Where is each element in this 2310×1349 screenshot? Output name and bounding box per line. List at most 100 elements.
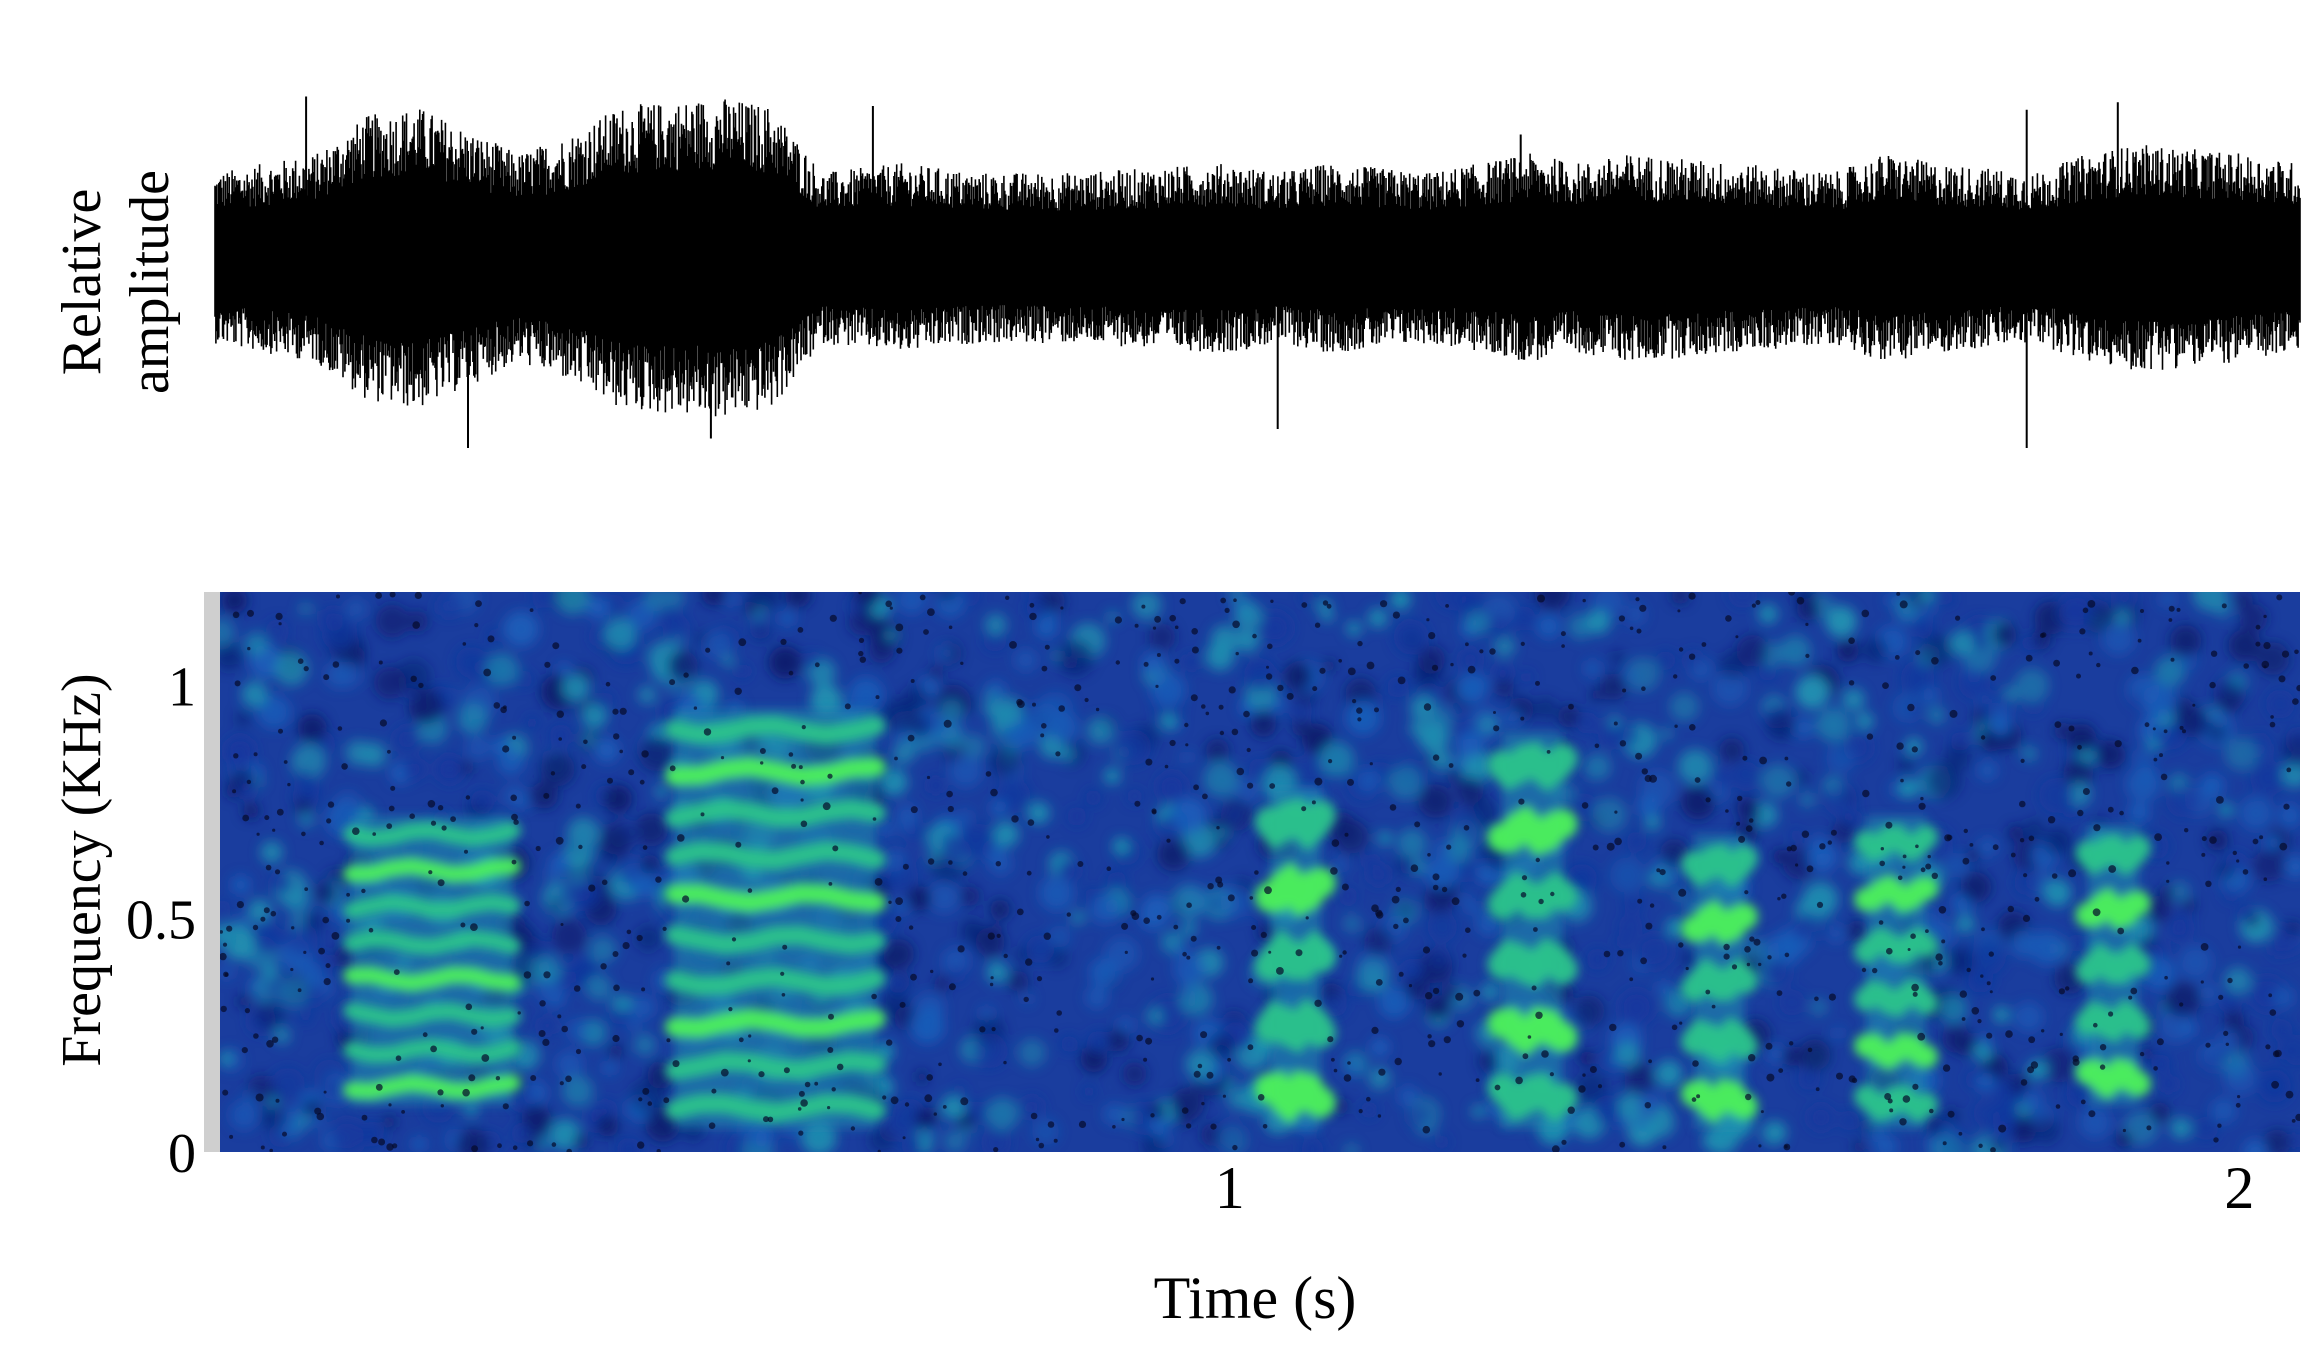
spectrogram-noise-blob	[1705, 1122, 1739, 1152]
spectrogram-speckle	[1432, 987, 1440, 995]
spectrogram-noise-blob	[1929, 1133, 1966, 1152]
spectrogram-speckle	[1218, 704, 1224, 710]
spectrogram-noise-blob	[573, 1133, 589, 1149]
spectrogram-noise-blob	[411, 1136, 427, 1152]
spectrogram-noise-blob	[1427, 947, 1451, 971]
spectrogram-harmonic	[1680, 957, 1758, 1002]
spectrogram-speckle	[1179, 598, 1186, 605]
spectrogram-speckle	[2179, 725, 2184, 730]
spectrogram-noise-blob	[701, 592, 726, 606]
spectrogram-speckle	[260, 916, 266, 922]
spectrogram-speckle	[2099, 1064, 2106, 1070]
spectrogram-speckle	[1369, 762, 1373, 766]
spectrogram-speckle	[683, 672, 689, 678]
spectrogram-speckle	[493, 702, 501, 709]
spectrogram-speckle	[1227, 894, 1235, 902]
spectrogram-noise-blob	[1634, 1117, 1649, 1131]
spectrogram-noise-blob	[2243, 1139, 2267, 1152]
spectrogram-speckle	[450, 816, 456, 822]
spectrogram-speckle	[1978, 1143, 1983, 1149]
spectrogram-speckle	[222, 942, 228, 947]
spectrogram-speckle	[1788, 592, 1796, 596]
spectrogram-speckle	[1980, 974, 1984, 978]
spectrogram-speckle	[1056, 1010, 1062, 1016]
spectrogram-noise-blob	[1941, 1024, 1971, 1053]
spectrogram-speckle	[441, 825, 447, 831]
spectrogram-speckle	[1911, 746, 1918, 753]
spectrogram-speckle	[1582, 598, 1586, 603]
spectrogram-speckle	[2117, 927, 2125, 935]
spectrogram-noise-blob	[1622, 668, 1638, 684]
spectrogram-speckle	[464, 849, 468, 854]
spectrogram-speckle	[619, 707, 627, 715]
spectrogram-speckle	[1276, 967, 1284, 975]
spectrogram-speckle	[1235, 651, 1239, 656]
spectrogram-speckle	[1246, 747, 1251, 753]
spectrogram-noise-blob	[848, 677, 884, 713]
spectrogram-speckle	[437, 805, 444, 811]
spectrogram-noise-blob	[1106, 1029, 1130, 1053]
spectrogram-noise-blob	[265, 619, 290, 643]
spectrogram-speckle	[393, 969, 400, 975]
waveform-trace	[214, 96, 2301, 448]
spectrogram-noise-blob	[254, 1000, 286, 1031]
spectrogram-speckle	[738, 1037, 744, 1043]
spectrogram-noise-blob	[1338, 886, 1358, 906]
spectrogram-noise-blob	[910, 1009, 945, 1044]
spectrogram-left-strip	[204, 592, 220, 1152]
spectrogram-noise-blob	[1409, 720, 1426, 737]
spectrogram-speckle	[1222, 1094, 1226, 1098]
spectrogram-speckle	[1617, 950, 1624, 957]
spectrogram-noise-blob	[299, 602, 313, 616]
spectrogram-noise-blob	[2014, 870, 2040, 895]
spectrogram-speckle	[1776, 990, 1783, 996]
spectrogram-speckle	[470, 923, 478, 931]
spectrogram-speckle	[832, 845, 839, 852]
spectrogram-speckle	[1143, 661, 1149, 667]
spectrogram-speckle	[1228, 686, 1236, 694]
spectrogram-noise-blob	[596, 692, 614, 710]
spectrogram-noise-blob	[2207, 722, 2227, 742]
spectrogram-speckle	[882, 1095, 887, 1100]
spectrogram-noise-blob	[2165, 783, 2201, 818]
spectrogram-speckle	[1124, 950, 1128, 955]
spectrogram-noise-blob	[1949, 630, 1975, 656]
spectrogram-speckle	[1426, 618, 1430, 622]
spectrogram-noise-blob	[1085, 985, 1109, 1009]
spectrogram-speckle	[700, 812, 705, 817]
spectrogram-speckle	[1866, 733, 1874, 740]
spectrogram-speckle	[1963, 828, 1969, 834]
spectrogram-speckle	[788, 670, 794, 676]
spectrogram-speckle	[246, 779, 252, 785]
spectrogram-speckle	[747, 888, 753, 893]
spectrogram-speckle	[229, 1134, 234, 1139]
spectrogram-speckle	[233, 753, 239, 759]
spectrogram-noise-blob	[1141, 1133, 1167, 1152]
spectrogram-speckle	[1546, 750, 1551, 754]
spectrogram-noise-blob	[1131, 592, 1162, 620]
spectrogram-speckle	[2096, 662, 2101, 668]
spectrogram-speckle	[1885, 821, 1893, 829]
spectrogram-noise-blob	[1466, 900, 1482, 916]
spectrogram-noise-blob	[2272, 986, 2295, 1009]
spectrogram-noise-blob	[889, 975, 908, 994]
spectrogram-noise-blob	[1430, 748, 1453, 771]
spectrogram-speckle	[1635, 597, 1640, 602]
spectrogram-speckle	[902, 1136, 906, 1140]
spectrogram-speckle	[1191, 628, 1198, 635]
spectrogram-speckle	[389, 592, 396, 598]
spectrogram-speckle	[1331, 1057, 1335, 1062]
spectrogram-speckle	[2268, 993, 2273, 998]
spectrogram-noise-blob	[1396, 828, 1427, 859]
spectrogram-noise-blob	[1789, 828, 1803, 842]
spectrogram-speckle	[1121, 1117, 1125, 1122]
spectrogram-noise-blob	[1846, 920, 1869, 942]
spectrogram-noise-blob	[1480, 982, 1500, 1002]
spectrogram-speckle	[1927, 854, 1931, 859]
spectrogram-speckle	[1078, 1120, 1087, 1128]
spectrogram-speckle	[271, 1036, 279, 1043]
spectrogram-noise-blob	[868, 1127, 895, 1152]
spectrogram-speckle	[1961, 1017, 1966, 1021]
spectrogram-noise-blob	[1160, 713, 1177, 730]
